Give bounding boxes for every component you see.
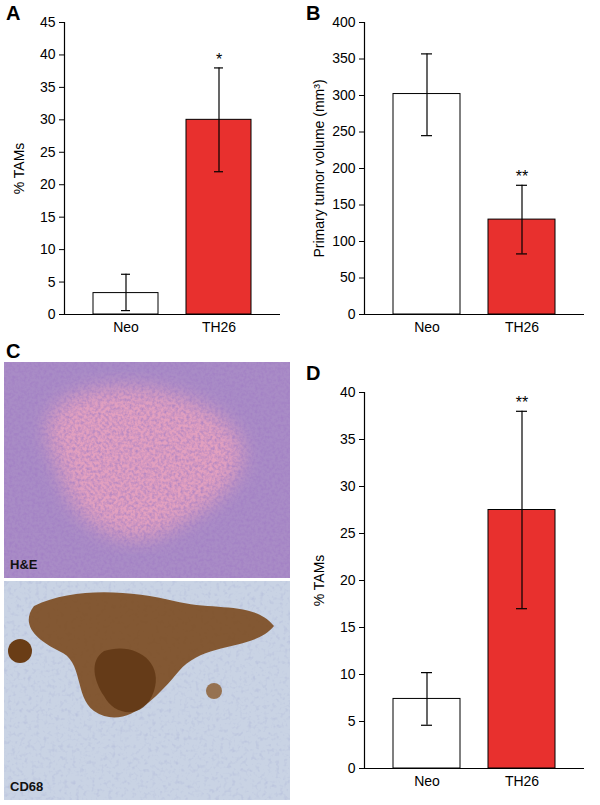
svg-text:25: 25 — [340, 525, 356, 541]
svg-text:25: 25 — [40, 144, 56, 160]
html-text:A: A — [6, 2, 21, 24]
svg-text:15: 15 — [40, 209, 56, 225]
svg-text:50: 50 — [340, 269, 356, 285]
svg-text:35: 35 — [340, 431, 356, 447]
svg-text:35: 35 — [40, 79, 56, 95]
svg-text:150: 150 — [332, 196, 356, 212]
svg-text:200: 200 — [332, 160, 356, 176]
svg-text:0: 0 — [348, 306, 356, 322]
svg-text:10: 10 — [40, 241, 56, 257]
html-text:CD68: CD68 — [10, 779, 44, 794]
svg-text:45: 45 — [40, 14, 56, 30]
svg-text:TH26: TH26 — [202, 319, 236, 335]
svg-text:5: 5 — [48, 274, 56, 290]
svg-text:Neo: Neo — [414, 773, 440, 789]
svg-text:30: 30 — [40, 111, 56, 127]
svg-text:TH26: TH26 — [505, 773, 539, 789]
svg-text:20: 20 — [40, 176, 56, 192]
svg-text:400: 400 — [332, 14, 356, 30]
html-text:B: B — [306, 2, 321, 24]
svg-text:5: 5 — [348, 713, 356, 729]
html-text:C: C — [6, 340, 21, 362]
svg-text:350: 350 — [332, 50, 356, 66]
svg-text:% TAMs: % TAMs — [311, 555, 327, 607]
svg-text:*: * — [216, 51, 222, 68]
svg-text:**: ** — [516, 394, 528, 411]
svg-text:30: 30 — [340, 478, 356, 494]
svg-text:Neo: Neo — [113, 319, 139, 335]
svg-text:250: 250 — [332, 123, 356, 139]
svg-text:100: 100 — [332, 233, 356, 249]
svg-text:% TAMs: % TAMs — [11, 143, 27, 195]
svg-text:40: 40 — [40, 46, 56, 62]
html-text:H&E: H&E — [10, 557, 38, 572]
svg-text:10: 10 — [340, 666, 356, 682]
svg-text:40: 40 — [340, 384, 356, 400]
svg-text:20: 20 — [340, 572, 356, 588]
svg-text:0: 0 — [48, 306, 56, 322]
svg-text:300: 300 — [332, 87, 356, 103]
svg-text:**: ** — [516, 168, 528, 185]
svg-text:Primary tumor volume (mm³): Primary tumor volume (mm³) — [311, 79, 327, 257]
html-text:D: D — [306, 362, 321, 384]
svg-text:TH26: TH26 — [505, 319, 539, 335]
svg-text:Neo: Neo — [414, 319, 440, 335]
svg-text:0: 0 — [348, 760, 356, 776]
svg-text:15: 15 — [340, 619, 356, 635]
